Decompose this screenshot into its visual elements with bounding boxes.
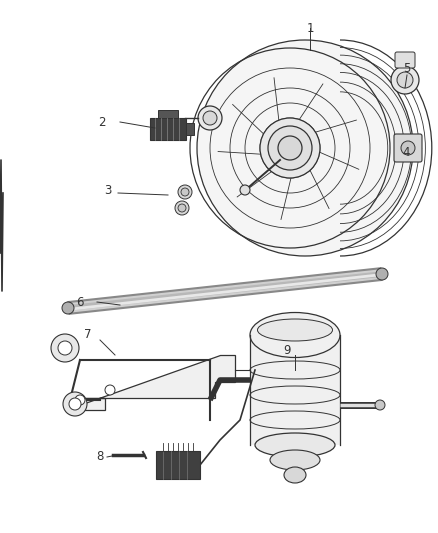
Circle shape	[51, 334, 79, 362]
Circle shape	[375, 400, 385, 410]
Circle shape	[260, 118, 320, 178]
FancyBboxPatch shape	[158, 110, 178, 118]
Circle shape	[175, 201, 189, 215]
Circle shape	[198, 106, 222, 130]
Circle shape	[397, 72, 413, 88]
Text: 2: 2	[98, 116, 106, 128]
Circle shape	[197, 40, 413, 256]
FancyBboxPatch shape	[395, 52, 415, 68]
Text: 1: 1	[306, 21, 314, 35]
Circle shape	[181, 188, 189, 196]
Ellipse shape	[250, 312, 340, 358]
Circle shape	[240, 185, 250, 195]
Circle shape	[376, 268, 388, 280]
Text: 7: 7	[84, 328, 92, 342]
Circle shape	[105, 385, 115, 395]
Circle shape	[178, 204, 186, 212]
FancyBboxPatch shape	[150, 118, 186, 140]
Ellipse shape	[255, 433, 335, 457]
Circle shape	[391, 66, 419, 94]
Circle shape	[268, 126, 312, 170]
Circle shape	[178, 185, 192, 199]
Text: 8: 8	[96, 450, 104, 464]
Circle shape	[75, 395, 85, 405]
FancyBboxPatch shape	[156, 451, 200, 479]
Text: 3: 3	[104, 183, 112, 197]
Circle shape	[62, 302, 74, 314]
Circle shape	[63, 392, 87, 416]
Text: 5: 5	[403, 61, 411, 75]
Circle shape	[401, 141, 415, 155]
Text: 4: 4	[402, 147, 410, 159]
Ellipse shape	[284, 467, 306, 483]
Circle shape	[58, 341, 72, 355]
Text: 9: 9	[283, 343, 291, 357]
Bar	[250, 335, 340, 445]
FancyBboxPatch shape	[394, 134, 422, 162]
Circle shape	[69, 398, 81, 410]
Ellipse shape	[258, 319, 332, 341]
Polygon shape	[65, 355, 235, 410]
Ellipse shape	[270, 450, 320, 470]
Circle shape	[278, 136, 302, 160]
Circle shape	[203, 111, 217, 125]
FancyBboxPatch shape	[186, 123, 194, 135]
Text: 6: 6	[76, 295, 84, 309]
